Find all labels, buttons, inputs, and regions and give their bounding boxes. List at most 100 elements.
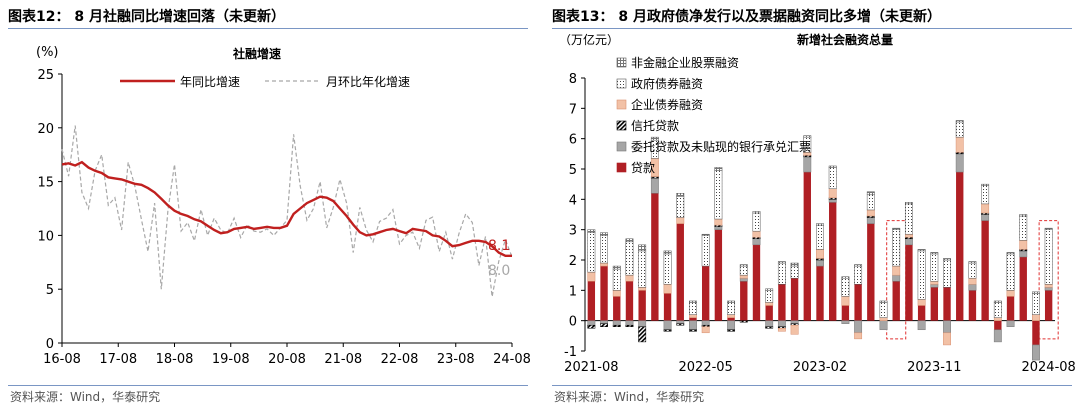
bar-segment-loan bbox=[867, 223, 875, 321]
right-y-tick-label: 0 bbox=[569, 315, 577, 330]
legend-label-equity: 非金融企业股票融资 bbox=[631, 55, 739, 70]
bar-segment-gov-bond bbox=[765, 290, 774, 303]
bar-segment-corp-bond bbox=[587, 271, 596, 282]
bar-segment-equity bbox=[930, 252, 939, 255]
bar-segment-equity bbox=[714, 167, 723, 171]
left-chart: 0 5 10 15 20 25 16-08 17-08 18-08 19-08 20-08 21-08… bbox=[36, 45, 530, 367]
bar-segment-loan bbox=[956, 172, 964, 321]
bar-segment-entrusted bbox=[828, 199, 837, 203]
right-y-tick-label: 8 bbox=[569, 72, 577, 87]
bar-segment-entrusted bbox=[816, 259, 824, 267]
bar-segment-corp-bond bbox=[663, 284, 672, 294]
bar-segment-equity bbox=[600, 232, 608, 236]
bar-segment-entrusted bbox=[701, 320, 710, 326]
right-y-tick-label: 4 bbox=[569, 193, 577, 208]
bar-segment-gov-bond bbox=[828, 167, 837, 189]
bar-segment-gov-bond bbox=[943, 259, 951, 288]
bar-segment-entrusted bbox=[676, 320, 685, 324]
bar-segment-corp-bond bbox=[904, 233, 913, 238]
bar-segment-corp-bond bbox=[790, 324, 799, 335]
bar-segment-loan bbox=[1006, 296, 1015, 321]
bar-segment-gov-bond bbox=[676, 196, 685, 218]
left-panel-title: 图表12： 8 月社融同比增速回落（未更新） bbox=[8, 9, 285, 25]
bar-segment-loan bbox=[587, 281, 596, 321]
right-x-tick-label: 2023-02 bbox=[793, 360, 847, 375]
bar-segment-corp-bond bbox=[625, 274, 634, 282]
left-y-tick-label: 20 bbox=[37, 122, 54, 137]
bar-segment-equity bbox=[866, 191, 875, 196]
bar-segment-loan bbox=[651, 193, 659, 321]
right-chart: -1 0 1 2 3 4 5 6 7 8 2021-08 2022-05 2023-02 2023-11 2… bbox=[559, 32, 1076, 375]
bar-segment-entrusted bbox=[1032, 344, 1040, 361]
bar-segment-equity bbox=[955, 120, 964, 123]
left-y-tick-label: 5 bbox=[46, 283, 54, 298]
bar-segment-corp-bond bbox=[765, 302, 774, 306]
bar-segment-corp-bond bbox=[739, 274, 748, 279]
bar-segment-entrusted bbox=[930, 284, 939, 288]
bar-segment-loan bbox=[981, 220, 989, 321]
left-bottom-rule bbox=[8, 385, 528, 386]
bar-segment-equity bbox=[904, 202, 913, 205]
bar-segment-corp-bond bbox=[600, 262, 608, 267]
bar-segment-loan bbox=[663, 293, 672, 321]
highlight-box bbox=[886, 220, 907, 340]
legend-label-entrusted: 委托贷款及未贴现的银行承兑汇票 bbox=[631, 139, 811, 154]
right-y-tick-label: 6 bbox=[569, 133, 577, 148]
bar-segment-equity bbox=[879, 300, 888, 303]
legend-label-loan: 贷款 bbox=[631, 161, 655, 175]
bar-segment-loan bbox=[930, 287, 939, 321]
bar-segment-trust bbox=[612, 324, 621, 327]
bar-segment-equity bbox=[676, 193, 685, 197]
bar-segment-gov-bond bbox=[1044, 229, 1053, 285]
left-source: 资料来源：Wind，华泰研究 bbox=[10, 390, 161, 404]
bar-segment-equity bbox=[689, 300, 697, 303]
bar-segment-corp-bond bbox=[828, 188, 837, 199]
bar-segment-equity bbox=[803, 135, 812, 138]
bar-segment-loan bbox=[854, 284, 862, 321]
right-y-axis-label: （万亿元） bbox=[559, 32, 619, 47]
bar-segment-corp-bond bbox=[968, 277, 977, 285]
right-title-rule bbox=[552, 28, 1072, 29]
bar-segment-gov-bond bbox=[1019, 215, 1028, 241]
bar-segment-equity bbox=[752, 211, 761, 214]
legend-swatch-corp-bond bbox=[616, 99, 627, 110]
bar-segment-equity bbox=[816, 223, 824, 226]
bar-segment-gov-bond bbox=[841, 277, 850, 297]
legend-swatch-entrusted bbox=[616, 141, 627, 152]
left-x-tick-label: 17-08 bbox=[99, 352, 137, 367]
bar-segment-entrusted bbox=[1019, 250, 1028, 258]
bar-segment-gov-bond bbox=[600, 235, 608, 264]
bar-segment-corp-bond bbox=[917, 299, 926, 306]
bar-segment-corp-bond bbox=[866, 209, 875, 217]
bar-segment-corp-bond bbox=[841, 296, 850, 306]
right-bottom-rule bbox=[552, 385, 1072, 386]
bar-segment-gov-bond bbox=[739, 265, 748, 276]
bar-segment-entrusted bbox=[904, 238, 913, 246]
bar-segment-loan bbox=[778, 284, 786, 321]
bar-segment-trust bbox=[689, 329, 697, 332]
bar-segment-corp-bond bbox=[689, 314, 697, 318]
bar-segment-loan bbox=[803, 172, 811, 321]
legend-label-mom: 月环比年化增速 bbox=[326, 75, 410, 89]
bar-segment-entrusted bbox=[727, 320, 736, 331]
bar-segment-corp-bond bbox=[638, 287, 647, 291]
bar-segment-gov-bond bbox=[854, 265, 863, 285]
right-x-tick-label: 2021-08 bbox=[564, 360, 618, 375]
left-x-tick-label: 18-08 bbox=[156, 352, 194, 367]
bar-segment-entrusted bbox=[752, 238, 761, 246]
bar-segment-equity bbox=[625, 238, 634, 243]
bar-segment-entrusted bbox=[790, 320, 799, 324]
right-y-tick-label: 2 bbox=[569, 254, 577, 269]
bar-segment-corp-bond bbox=[930, 280, 939, 285]
bar-segment-loan bbox=[638, 290, 646, 321]
bar-segment-gov-bond bbox=[955, 121, 964, 138]
bar-segment-equity bbox=[790, 262, 799, 267]
bar-segment-entrusted bbox=[955, 153, 964, 173]
bar-segment-entrusted bbox=[600, 320, 608, 324]
bar-segment-equity bbox=[892, 227, 901, 230]
bar-segment-equity bbox=[1019, 214, 1028, 217]
bar-segment-trust bbox=[676, 323, 685, 326]
bar-segment-corp-bond bbox=[1006, 290, 1015, 297]
left-x-tick-label: 21-08 bbox=[324, 352, 362, 367]
bar-segment-corp-bond bbox=[854, 332, 863, 340]
